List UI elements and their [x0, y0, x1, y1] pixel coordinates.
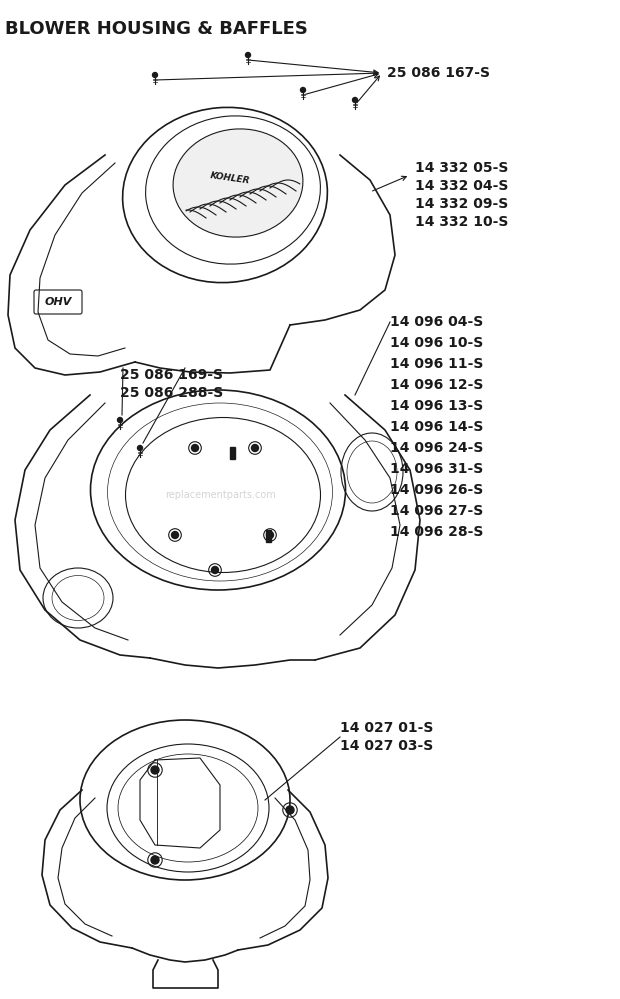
Text: 14 096 27-S: 14 096 27-S	[390, 504, 483, 518]
Text: 14 332 09-S: 14 332 09-S	[415, 197, 508, 211]
Circle shape	[151, 856, 159, 864]
Text: KOHLER: KOHLER	[210, 171, 250, 185]
Circle shape	[192, 445, 198, 452]
Circle shape	[151, 766, 159, 774]
Circle shape	[172, 531, 179, 538]
Text: 25 086 169-S: 25 086 169-S	[120, 368, 223, 382]
Text: 14 096 28-S: 14 096 28-S	[390, 525, 484, 539]
Text: 14 332 10-S: 14 332 10-S	[415, 215, 508, 229]
Ellipse shape	[173, 129, 303, 237]
Text: 14 096 26-S: 14 096 26-S	[390, 483, 483, 497]
Circle shape	[118, 418, 123, 423]
Text: BLOWER HOUSING & BAFFLES: BLOWER HOUSING & BAFFLES	[5, 20, 308, 38]
Text: 14 332 04-S: 14 332 04-S	[415, 179, 508, 193]
Text: 14 027 01-S: 14 027 01-S	[340, 721, 433, 735]
Circle shape	[301, 88, 306, 93]
Text: 14 096 04-S: 14 096 04-S	[390, 315, 483, 329]
Text: 14 096 10-S: 14 096 10-S	[390, 336, 483, 350]
Circle shape	[252, 445, 259, 452]
Circle shape	[286, 806, 294, 814]
Text: replacementparts.com: replacementparts.com	[165, 490, 275, 500]
Text: 14 096 12-S: 14 096 12-S	[390, 378, 484, 392]
Text: 14 096 31-S: 14 096 31-S	[390, 462, 483, 476]
Circle shape	[211, 566, 218, 573]
Text: 14 027 03-S: 14 027 03-S	[340, 739, 433, 753]
Bar	[229, 447, 234, 459]
Circle shape	[267, 531, 273, 538]
Text: 14 096 14-S: 14 096 14-S	[390, 420, 484, 434]
Text: 14 096 11-S: 14 096 11-S	[390, 357, 484, 371]
Circle shape	[138, 446, 143, 451]
Text: 25 086 288-S: 25 086 288-S	[120, 386, 223, 400]
Bar	[265, 530, 270, 542]
Text: 14 096 24-S: 14 096 24-S	[390, 441, 484, 455]
Text: 25 086 167-S: 25 086 167-S	[387, 66, 490, 80]
Circle shape	[246, 53, 250, 58]
Text: 14 332 05-S: 14 332 05-S	[415, 161, 508, 175]
Text: 14 096 13-S: 14 096 13-S	[390, 399, 483, 413]
Circle shape	[153, 73, 157, 78]
Text: OHV: OHV	[44, 297, 72, 307]
Circle shape	[353, 98, 358, 103]
